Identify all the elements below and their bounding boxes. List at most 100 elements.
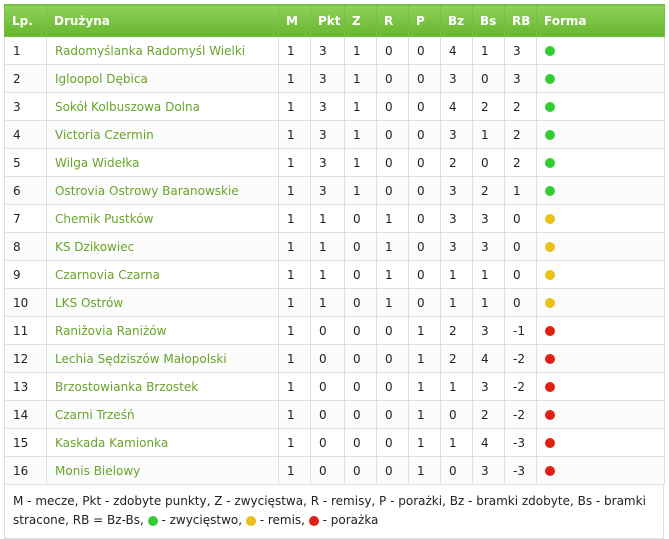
- cell-points: 0: [310, 456, 345, 485]
- cell-losses: 1: [408, 316, 441, 345]
- cell-goal-difference: -2: [504, 400, 537, 429]
- cell-team[interactable]: Victoria Czermin: [46, 120, 279, 149]
- cell-goals-against: 3: [472, 316, 505, 345]
- cell-team[interactable]: Ostrovia Ostrowy Baranowskie: [46, 176, 279, 205]
- cell-form: [536, 456, 665, 485]
- cell-goals-for: 0: [440, 400, 473, 429]
- form-loss-dot-icon: [545, 466, 555, 476]
- table-row: 6 Ostrovia Ostrowy Baranowskie 1 3 1 0 0 3 2 1: [4, 176, 665, 205]
- cell-goal-difference: -2: [504, 372, 537, 401]
- cell-losses: 0: [408, 148, 441, 177]
- cell-team[interactable]: Sokół Kolbuszowa Dolna: [46, 92, 279, 121]
- table-row: 16 Monis Bielowy 1 0 0 0 1 0 3 -3: [4, 456, 665, 485]
- cell-position: 7: [4, 204, 47, 233]
- cell-team[interactable]: KS Dzikowiec: [46, 232, 279, 261]
- cell-points: 1: [310, 204, 345, 233]
- cell-losses: 0: [408, 92, 441, 121]
- table-row: 4 Victoria Czermin 1 3 1 0 0 3 1 2: [4, 120, 665, 149]
- cell-goals-against: 4: [472, 344, 505, 373]
- cell-wins: 0: [344, 288, 377, 317]
- cell-form: [536, 64, 665, 93]
- cell-team[interactable]: Brzostowianka Brzostek: [46, 372, 279, 401]
- cell-matches: 1: [278, 232, 311, 261]
- cell-position: 11: [4, 316, 47, 345]
- cell-wins: 1: [344, 176, 377, 205]
- cell-losses: 0: [408, 64, 441, 93]
- cell-team[interactable]: Chemik Pustków: [46, 204, 279, 233]
- cell-wins: 1: [344, 92, 377, 121]
- cell-form: [536, 92, 665, 121]
- cell-goals-against: 2: [472, 176, 505, 205]
- cell-position: 16: [4, 456, 47, 485]
- cell-draws: 0: [376, 176, 409, 205]
- cell-points: 3: [310, 148, 345, 177]
- cell-wins: 1: [344, 36, 377, 65]
- cell-points: 0: [310, 372, 345, 401]
- cell-goals-for: 1: [440, 372, 473, 401]
- cell-losses: 0: [408, 260, 441, 289]
- cell-points: 1: [310, 232, 345, 261]
- cell-position: 15: [4, 428, 47, 457]
- cell-points: 1: [310, 260, 345, 289]
- cell-matches: 1: [278, 204, 311, 233]
- header-points: Pkt: [310, 4, 345, 37]
- cell-goals-for: 3: [440, 120, 473, 149]
- cell-goals-for: 3: [440, 204, 473, 233]
- cell-matches: 1: [278, 260, 311, 289]
- cell-matches: 1: [278, 456, 311, 485]
- cell-team[interactable]: Wilga Widełka: [46, 148, 279, 177]
- table-row: 13 Brzostowianka Brzostek 1 0 0 0 1 1 3 -2: [4, 372, 665, 401]
- cell-goals-for: 1: [440, 260, 473, 289]
- cell-team[interactable]: Igloopol Dębica: [46, 64, 279, 93]
- cell-draws: 0: [376, 372, 409, 401]
- cell-team[interactable]: Lechia Sędziszów Małopolski: [46, 344, 279, 373]
- cell-goal-difference: 2: [504, 148, 537, 177]
- cell-points: 3: [310, 176, 345, 205]
- cell-position: 2: [4, 64, 47, 93]
- cell-form: [536, 120, 665, 149]
- cell-wins: 0: [344, 204, 377, 233]
- cell-losses: 1: [408, 428, 441, 457]
- cell-team[interactable]: Czarni Trześń: [46, 400, 279, 429]
- cell-draws: 1: [376, 204, 409, 233]
- table-row: 11 Ranižovia Raniżów 1 0 0 0 1 2 3 -1: [4, 316, 665, 345]
- cell-matches: 1: [278, 400, 311, 429]
- cell-form: [536, 344, 665, 373]
- cell-goals-against: 0: [472, 64, 505, 93]
- cell-goals-against: 3: [472, 232, 505, 261]
- cell-team[interactable]: Kaskada Kamionka: [46, 428, 279, 457]
- form-loss-dot-icon: [545, 438, 555, 448]
- cell-team[interactable]: Radomyślanka Radomyśl Wielki: [46, 36, 279, 65]
- cell-form: [536, 316, 665, 345]
- header-draws: R: [376, 4, 409, 37]
- cell-goal-difference: 0: [504, 232, 537, 261]
- cell-position: 5: [4, 148, 47, 177]
- cell-team[interactable]: Czarnovia Czarna: [46, 260, 279, 289]
- table-row: 12 Lechia Sędziszów Małopolski 1 0 0 0 1 2 4 -2: [4, 344, 665, 373]
- cell-draws: 0: [376, 428, 409, 457]
- header-form: Forma: [536, 4, 665, 37]
- table-row: 3 Sokół Kolbuszowa Dolna 1 3 1 0 0 4 2 2: [4, 92, 665, 121]
- cell-goals-against: 2: [472, 92, 505, 121]
- cell-form: [536, 148, 665, 177]
- form-loss-dot-icon: [545, 354, 555, 364]
- cell-form: [536, 176, 665, 205]
- form-loss-dot-icon: [545, 326, 555, 336]
- cell-goals-for: 3: [440, 176, 473, 205]
- cell-goals-for: 2: [440, 316, 473, 345]
- cell-points: 0: [310, 428, 345, 457]
- cell-losses: 0: [408, 204, 441, 233]
- table-row: 1 Radomyślanka Radomyśl Wielki 1 3 1 0 0 4 1 3: [4, 36, 665, 65]
- cell-goals-for: 3: [440, 232, 473, 261]
- header-goals-for: Bz: [440, 4, 473, 37]
- cell-draws: 0: [376, 316, 409, 345]
- cell-team[interactable]: Ranižovia Raniżów: [46, 316, 279, 345]
- cell-team[interactable]: LKS Ostrów: [46, 288, 279, 317]
- cell-losses: 0: [408, 176, 441, 205]
- cell-team[interactable]: Monis Bielowy: [46, 456, 279, 485]
- cell-draws: 0: [376, 148, 409, 177]
- legend-win-dot-icon: [147, 515, 158, 526]
- cell-draws: 0: [376, 120, 409, 149]
- form-win-dot-icon: [545, 46, 555, 56]
- table-row: 9 Czarnovia Czarna 1 1 0 1 0 1 1 0: [4, 260, 665, 289]
